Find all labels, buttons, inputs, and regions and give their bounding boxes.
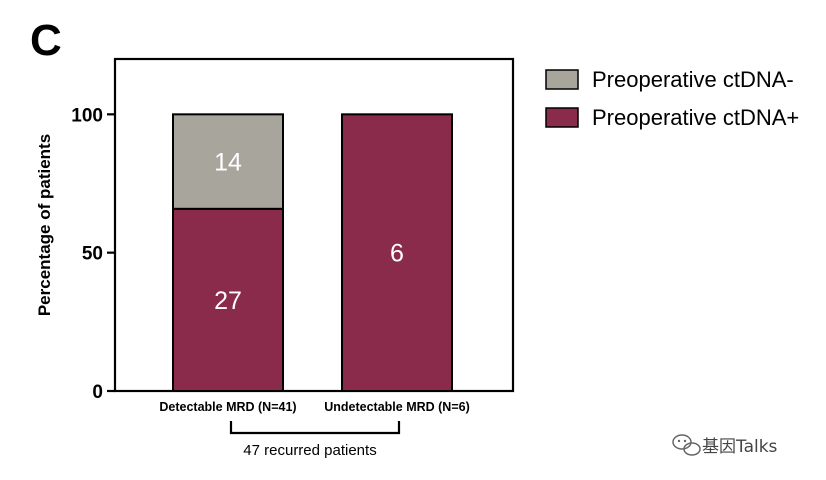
wechat-icon xyxy=(672,434,701,456)
bar-count-label: 14 xyxy=(214,149,242,177)
legend-swatch xyxy=(545,69,579,90)
bar-count-label: 6 xyxy=(390,240,404,268)
bar-segment xyxy=(172,113,284,210)
y-axis-label: Percentage of patients xyxy=(35,134,54,316)
legend-swatch xyxy=(545,107,579,128)
x-axis-categories: Detectable MRD (N=41) Undetectable MRD (N… xyxy=(159,400,469,414)
y-tick-label: 0 xyxy=(92,382,103,403)
plot-frame xyxy=(113,57,515,393)
bar-segment xyxy=(172,207,284,392)
bar-count-label: 27 xyxy=(214,287,242,315)
panel-label: C xyxy=(30,16,62,65)
legend: Preoperative ctDNA- Preoperative ctDNA+ xyxy=(545,67,799,130)
y-tick-label: 50 xyxy=(82,244,103,265)
bracket: 47 recurred patients xyxy=(229,421,401,459)
category-label: Detectable MRD (N=41) xyxy=(159,400,296,414)
legend-label: Preoperative ctDNA- xyxy=(592,67,794,92)
y-tick-label: 100 xyxy=(71,105,103,126)
bars: 27 14 6 xyxy=(172,113,453,392)
watermark-text: 基因Talks xyxy=(702,437,778,457)
watermark: 基因Talks xyxy=(672,434,778,457)
y-axis: 0 50 100 xyxy=(71,105,115,403)
legend-label: Preoperative ctDNA+ xyxy=(592,105,799,130)
category-label: Undetectable MRD (N=6) xyxy=(324,400,470,414)
bar-segment xyxy=(341,113,453,392)
bracket-label: 47 recurred patients xyxy=(243,442,376,459)
